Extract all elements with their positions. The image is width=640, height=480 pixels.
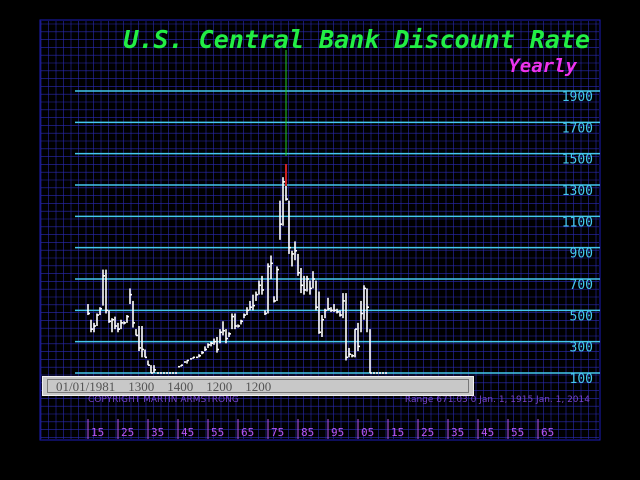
x-tick-label: 55 <box>211 426 224 439</box>
copyright-text: COPYRIGHT MARTIN ARMSTRONG <box>88 395 239 405</box>
y-tick-label: 700 <box>570 278 593 293</box>
y-tick-label: 1300 <box>562 184 593 199</box>
x-tick-label: 85 <box>301 426 314 439</box>
x-tick-label: 75 <box>271 426 284 439</box>
x-tick-label: 25 <box>421 426 434 439</box>
chart-subtitle: Yearly <box>508 55 577 77</box>
y-tick-label: 1100 <box>562 215 593 230</box>
x-tick-label: 65 <box>241 426 254 439</box>
y-tick-label: 900 <box>570 247 593 262</box>
y-tick-label: 100 <box>570 372 593 387</box>
x-tick-label: 35 <box>451 426 464 439</box>
x-tick-label: 65 <box>541 426 554 439</box>
chart-title: U.S. Central Bank Discount Rate <box>123 25 590 54</box>
range-text: Range 671.03 0 Jan. 1, 1915 Jan. 1, 2014 <box>405 395 590 405</box>
x-tick-label: 15 <box>91 426 104 439</box>
y-tick-label: 300 <box>570 341 593 356</box>
data-readout-box: 01/01/1981 1300 1400 1200 1200 <box>42 376 474 396</box>
x-tick-label: 15 <box>391 426 404 439</box>
x-tick-label: 05 <box>361 426 374 439</box>
x-tick-label: 25 <box>121 426 134 439</box>
y-tick-label: 1900 <box>562 90 593 105</box>
price-series <box>87 177 387 374</box>
y-tick-label: 1700 <box>562 121 593 136</box>
x-tick-label: 35 <box>151 426 164 439</box>
y-tick-label: 1500 <box>562 153 593 168</box>
x-tick-labels: 15 25 35 45 55 65 75 85 95 05 15 25 35 45 55 65 <box>87 419 554 439</box>
data-readout-values: 01/01/1981 1300 1400 1200 1200 <box>47 379 469 394</box>
y-tick-label: 500 <box>570 309 593 324</box>
x-tick-label: 55 <box>511 426 524 439</box>
x-tick-label: 45 <box>181 426 194 439</box>
chart-frame <box>39 19 601 441</box>
x-tick-label: 45 <box>481 426 494 439</box>
x-tick-label: 95 <box>331 426 344 439</box>
y-tick-labels: 1900 1700 1500 1300 1100 900 700 500 300 100 <box>562 90 593 387</box>
